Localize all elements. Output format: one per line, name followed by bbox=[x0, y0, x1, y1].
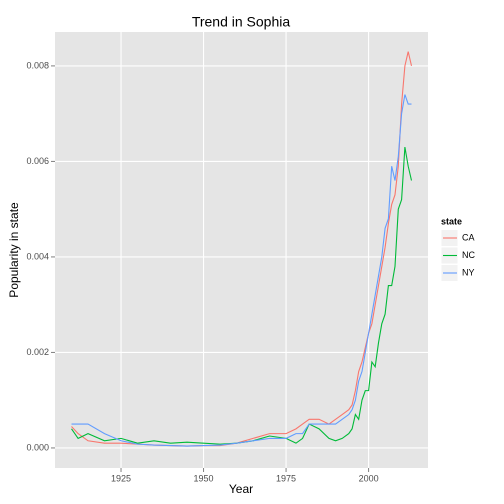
series-line bbox=[71, 146, 413, 445]
y-tick-label: 0.008 bbox=[26, 60, 49, 70]
y-tick-label: 0.002 bbox=[26, 347, 49, 357]
x-tick-label: 1950 bbox=[194, 473, 214, 483]
x-tick-label: 1925 bbox=[111, 473, 131, 483]
chart-title: Trend in Sophia bbox=[192, 14, 291, 30]
x-tick-label: 2000 bbox=[359, 473, 379, 483]
x-axis-label: Year bbox=[229, 482, 253, 496]
legend-title: state bbox=[441, 216, 462, 226]
legend-label: CA bbox=[462, 232, 475, 242]
x-tick-label: 1975 bbox=[276, 473, 296, 483]
y-tick-label: 0.000 bbox=[26, 442, 49, 452]
y-tick-label: 0.006 bbox=[26, 156, 49, 166]
y-tick-label: 0.004 bbox=[26, 251, 49, 261]
series-line bbox=[71, 94, 412, 447]
plot-panel bbox=[55, 32, 428, 468]
y-axis-label: Popularity in state bbox=[7, 202, 21, 298]
legend-label: NC bbox=[462, 250, 475, 260]
legend-label: NY bbox=[462, 267, 475, 277]
